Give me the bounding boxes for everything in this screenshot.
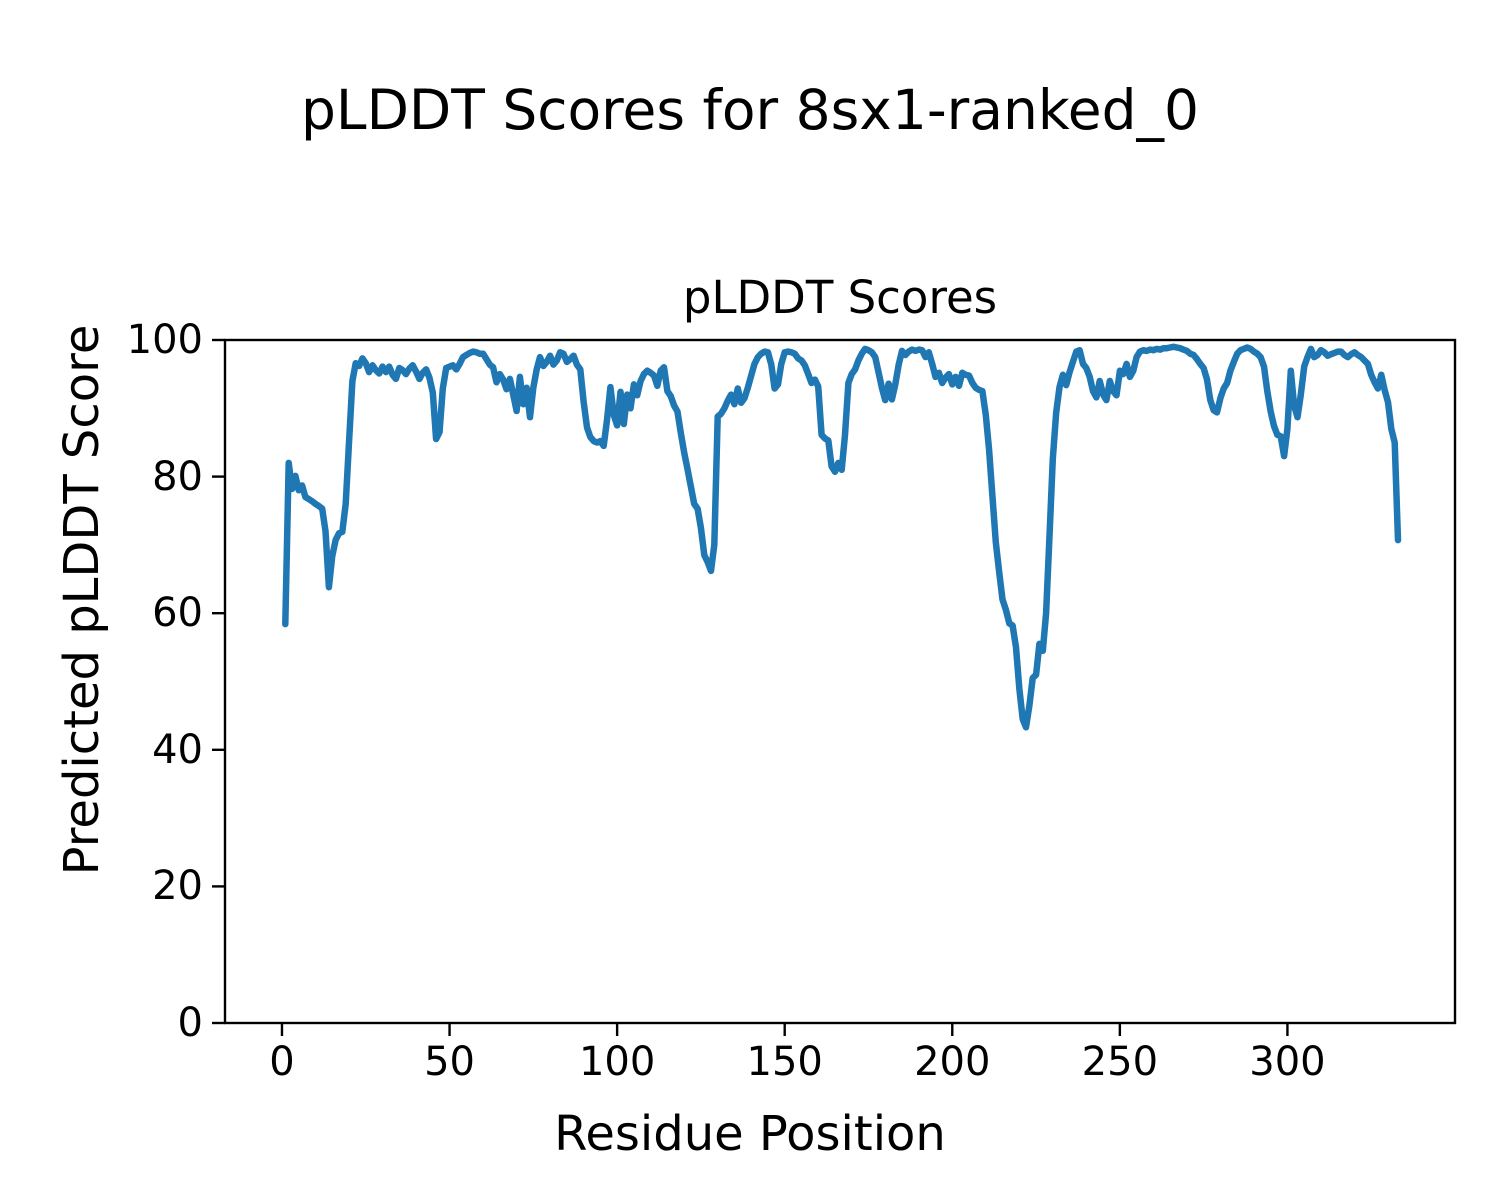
x-axis-label: Residue Position [554,1106,946,1162]
x-tick-label: 0 [269,1039,295,1085]
plddt-line [282,343,1402,731]
x-tick-label: 250 [1081,1039,1159,1085]
y-tick-label: 60 [152,590,203,637]
x-tick-label: 100 [578,1039,656,1085]
y-tick-label: 0 [177,1000,203,1046]
x-tick-label: 200 [914,1039,991,1085]
y-tick-label: 100 [126,317,203,363]
x-tick-label: 50 [424,1039,475,1085]
x-tick-label: 150 [746,1039,823,1085]
axes-spines [223,338,1457,1025]
axes-title: pLDDT Scores [682,271,998,324]
x-tick-label: 300 [1249,1039,1326,1085]
y-tick-label: 80 [152,453,203,500]
y-tick-label: 20 [152,863,203,910]
figure-title: pLDDT Scores for 8sx1-ranked_0 [301,78,1199,142]
y-tick-label: 40 [152,726,203,773]
tick-marks [212,338,1289,1036]
